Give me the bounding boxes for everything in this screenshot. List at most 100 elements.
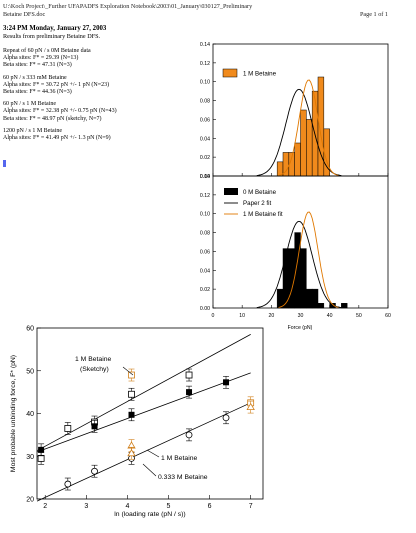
bottom-ytick-label: 0.04 (200, 268, 210, 274)
force-tick-label: 30 (298, 313, 304, 319)
top-ytick-label: 0.08 (200, 99, 210, 105)
entry-subtitle: Results from preliminary Betaine DFS. (3, 33, 101, 40)
annotation-arrow (142, 463, 157, 477)
y-tick-label: 40 (26, 411, 34, 418)
data-point (222, 414, 230, 422)
bottom-ytick-label: 0.08 (200, 231, 210, 237)
bottom-ytick-label: 0.02 (200, 287, 210, 293)
force-tick-label: 40 (327, 313, 333, 319)
y-tick-label: 30 (26, 454, 34, 461)
data-point (64, 480, 72, 488)
note-line: Alpha sites: F* = 30.72 pN +/- 1 pN (N=2… (3, 81, 110, 88)
bottom-hist-bar (311, 288, 319, 309)
force-tick-label: 10 (239, 313, 245, 319)
bottom-ytick-label: 0.12 (200, 193, 210, 199)
data-point (128, 390, 135, 398)
note-line: Alpha sites: F* = 32.38 pN +/- 0.75 pN (… (3, 108, 117, 115)
legend-swatch-1m (222, 68, 238, 78)
top-ytick-label: 0.02 (200, 155, 210, 161)
text-cursor[interactable] (3, 160, 6, 167)
fit-line (36, 402, 251, 502)
entry-title: 3:24 PM Monday, January 27, 2003 (3, 25, 107, 32)
bottom-ytick-label: 0.06 (200, 249, 210, 255)
top-ytick-label: 0.00 (200, 174, 210, 180)
annotation-arrow (122, 366, 134, 376)
top-ytick-label: 0.14 (200, 42, 210, 48)
force-tick-label: 20 (268, 313, 274, 319)
data-point (246, 402, 255, 410)
bottom-hist-bar (341, 303, 348, 309)
betaine-fit-curve (278, 211, 339, 308)
bottom-ytick-label: 0.14 (200, 174, 210, 180)
legend-label-0m: 0 M Betaine (243, 189, 277, 196)
top-ytick-label: 0.04 (200, 136, 210, 142)
top-ytick-label: 0.12 (200, 61, 210, 67)
x-tick-label: 4 (125, 503, 129, 510)
data-point (37, 454, 45, 462)
paper2-fit-curve (256, 220, 342, 308)
note-line: Beta sites: F* = 48.97 pN (sketchy, N=7) (3, 115, 102, 122)
y-tick-label: 60 (26, 326, 34, 333)
y-tick-label: 20 (26, 497, 34, 504)
bottom-hist-bar (300, 248, 307, 309)
data-point (64, 425, 72, 432)
fit-line (36, 372, 251, 453)
page-indicator: Page 1 of 1 (359, 11, 388, 18)
note-block-3: 60 pN / s 1 M Betaine Alpha sites: F* = … (3, 101, 173, 123)
x-axis-title: ln (loading rate (pN / s)) (114, 511, 185, 518)
y-tick-label: 50 (26, 368, 34, 375)
note-block-4: 1200 pN / s 1 M Betaine Alpha sites: F* … (3, 128, 173, 142)
legend-swatch-0m (224, 188, 238, 195)
file-path: U:\Koch Project\_Further UFAPADFS Explor… (3, 3, 253, 10)
data-point (185, 431, 193, 439)
plot-frame (36, 327, 264, 500)
top-ytick-label: 0.10 (200, 80, 210, 86)
legend-label-paper2: Paper 2 fit (243, 200, 271, 207)
x-tick-label: 5 (167, 503, 171, 510)
bottom-ytick-label: 0.00 (200, 306, 210, 312)
note-line: 1200 pN / s 1 M Betaine (3, 127, 62, 134)
annotation-arrow (146, 449, 160, 458)
force-tick-label: 0 (212, 313, 215, 319)
file-path-cont: Betaine DFS.doc (3, 11, 46, 18)
note-line: Repeat of 60 pN / s 0M Betaine data (3, 48, 91, 54)
force-axis-title: Force (pN) (288, 325, 313, 331)
y-axis-title: Most probable unbinding force, F* (pN) (10, 355, 17, 472)
x-tick-label: 6 (208, 503, 212, 510)
note-line: 60 pN / s 1 M Betaine (3, 101, 56, 108)
note-line: Beta sites: F* = 47.31 (N=3) (3, 62, 72, 69)
legend-label-1m: 1 M Betaine (243, 71, 277, 78)
data-point (91, 423, 98, 430)
fit-line (36, 334, 251, 452)
note-line: Alpha sites: F* = 41.49 pN +/- 1.3 pN (N… (3, 135, 111, 142)
x-tick-label: 7 (249, 503, 253, 510)
bottom-hist-bar (329, 303, 336, 309)
paper2-fit-curve (256, 88, 342, 176)
data-point (128, 371, 135, 379)
x-tick-label: 3 (84, 503, 88, 510)
data-point (128, 411, 135, 418)
top-ytick-label: 0.06 (200, 117, 210, 123)
annotation-1m-sketchy: 1 M Betaine (Sketchy) (75, 356, 111, 373)
data-point (185, 371, 193, 379)
note-line: 60 pN / s 333 mM Betaine (3, 74, 67, 81)
annotation-1m: 1 M Betaine (161, 455, 197, 462)
note-block-1: Repeat of 60 pN / s 0M Betaine data Alph… (3, 48, 173, 70)
x-tick-label: 2 (43, 503, 47, 510)
betaine-fit-curve (278, 79, 339, 176)
data-point (223, 379, 230, 386)
data-point (186, 389, 193, 396)
data-point (91, 467, 98, 475)
note-line: Alpha sites: F* = 29.39 (N=13) (3, 55, 79, 62)
force-tick-label: 60 (385, 313, 391, 319)
annotation-0333m: 0.333 M Betaine (158, 474, 208, 481)
note-line: Beta sites: F* = 44.36 (N=3) (3, 89, 72, 96)
annotation-line: (Sketchy) (80, 366, 109, 373)
annotation-line: 1 M Betaine (75, 356, 111, 363)
bottom-ytick-label: 0.10 (200, 212, 210, 218)
data-point (38, 446, 45, 453)
bottom-hist-bar (317, 303, 325, 309)
data-point (127, 448, 136, 457)
